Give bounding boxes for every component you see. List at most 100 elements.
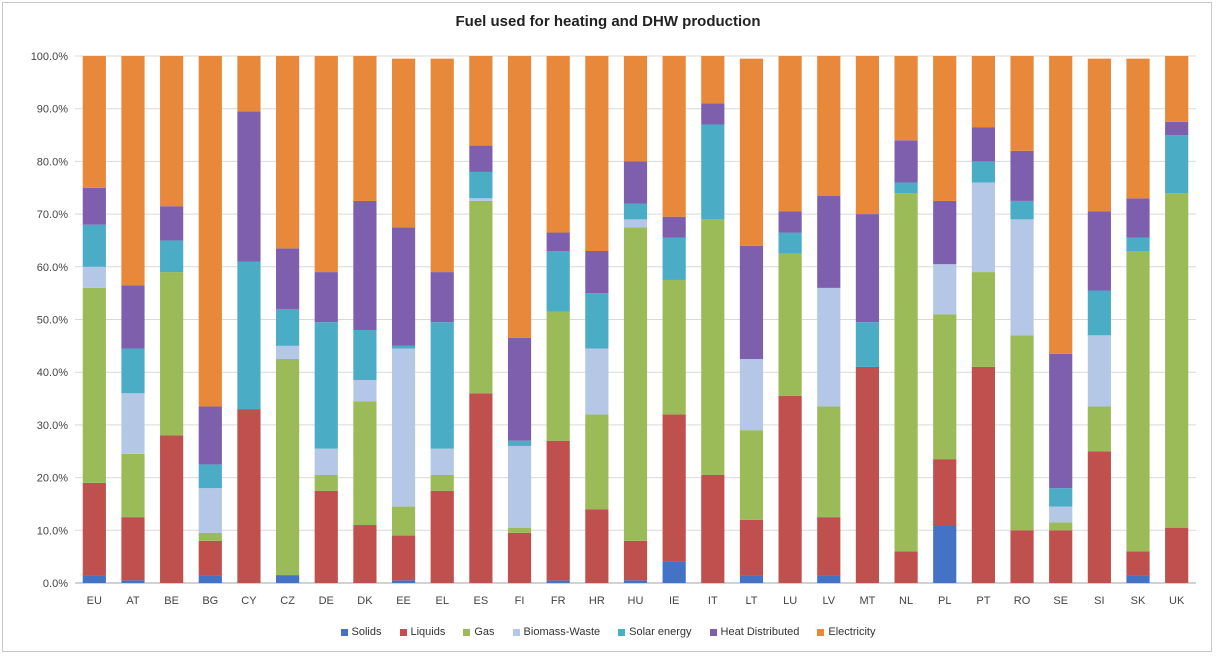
legend-swatch: [399, 628, 407, 636]
legend-item: Electricity: [817, 626, 875, 638]
chart-title: Fuel used for heating and DHW production: [455, 13, 761, 30]
legend-swatch: [618, 628, 626, 636]
bar-segment: [121, 517, 145, 581]
bar-segment: [1087, 406, 1111, 452]
bar-segment: [353, 380, 377, 402]
x-tick-label: BG: [202, 595, 218, 607]
x-tick-label: ES: [474, 595, 489, 607]
bar-segment: [817, 287, 841, 407]
bar-segment: [1165, 193, 1189, 528]
bar-segment: [778, 211, 802, 233]
bar-segment: [585, 250, 609, 294]
bar-segment: [739, 575, 764, 583]
bar-segment: [198, 540, 222, 576]
bar-segment: [701, 56, 725, 104]
bar-segment: [82, 56, 106, 188]
bar-segment: [817, 195, 841, 288]
bar-segment: [971, 161, 995, 183]
x-tick-label: HR: [589, 595, 605, 607]
bar-segment: [198, 488, 222, 533]
bar-segment: [391, 348, 416, 507]
y-tick-label: 50.0%: [37, 315, 68, 327]
bar-segment: [817, 406, 841, 518]
bar-segment: [160, 240, 184, 273]
bar-segment: [894, 140, 918, 183]
bar-segment: [82, 287, 106, 483]
x-tick-label: FI: [515, 595, 525, 607]
bar-segment: [314, 272, 338, 323]
bar-segment: [739, 359, 764, 431]
bar-segment: [546, 440, 570, 581]
bar-segment: [430, 448, 454, 475]
bar-segment: [469, 56, 493, 146]
bar-segment: [778, 232, 802, 254]
bar-segment: [817, 517, 841, 576]
bar-segment: [546, 311, 570, 441]
bar-segment: [546, 580, 570, 583]
bar-segment: [933, 459, 957, 526]
bar-segment: [546, 250, 570, 312]
x-tick-label: LT: [745, 595, 757, 607]
bar-segment: [855, 322, 880, 367]
bar-segment: [817, 56, 841, 196]
bar-segment: [739, 58, 764, 246]
bar-segment: [469, 171, 493, 199]
chart-legend: Solids Liquids Gas Biomass-Waste Solar energ…: [0, 626, 1216, 638]
legend-swatch: [463, 628, 471, 636]
bar-segment: [353, 525, 377, 583]
bar-segment: [198, 532, 222, 541]
bar-segment: [391, 580, 416, 583]
y-tick-label: 20.0%: [37, 473, 68, 485]
bar-segment: [314, 322, 338, 449]
bar-segment: [391, 58, 416, 228]
x-tick-label: SI: [1094, 595, 1104, 607]
bar-segment: [1165, 121, 1189, 136]
bar-segment: [1049, 56, 1073, 354]
bar-segment: [739, 430, 764, 520]
bar-segment: [1126, 198, 1150, 238]
x-tick-label: DK: [357, 595, 373, 607]
bar-segment: [469, 200, 493, 394]
bar-segment: [971, 56, 995, 128]
y-tick-label: 60.0%: [37, 262, 68, 274]
bar-segment: [546, 232, 570, 251]
x-tick-label: FR: [551, 595, 566, 607]
bar-segment: [585, 414, 609, 510]
legend-swatch: [340, 628, 348, 636]
bar-segment: [121, 56, 145, 286]
bar-segment: [469, 393, 493, 583]
bar-segment: [894, 551, 918, 583]
x-tick-label: RO: [1014, 595, 1031, 607]
y-tick-label: 90.0%: [37, 104, 68, 116]
bar-segment: [1126, 58, 1150, 199]
bar-segment: [121, 580, 145, 583]
bar-segment: [391, 535, 416, 581]
bar-segment: [933, 56, 957, 201]
bar-segment: [469, 198, 493, 201]
bar-segment: [237, 111, 261, 262]
bar-segment: [391, 345, 416, 349]
x-tick-label: UK: [1169, 595, 1185, 607]
bar-segment: [855, 366, 880, 583]
bar-segment: [623, 540, 648, 581]
bar-segment: [430, 322, 454, 449]
bar-segment: [1010, 335, 1034, 531]
bar-segment: [933, 525, 957, 583]
bar-segment: [121, 348, 145, 394]
bar-segment: [971, 127, 995, 162]
bar-segment: [623, 580, 648, 583]
bar-segment: [778, 56, 802, 212]
y-tick-label: 30.0%: [37, 420, 68, 432]
bar-segment: [507, 56, 532, 338]
bar-segment: [585, 348, 609, 415]
bar-segment: [1087, 290, 1111, 336]
bar-segment: [314, 474, 338, 491]
bar-segment: [1087, 451, 1111, 583]
bar-segment: [662, 216, 686, 238]
bar-segment: [585, 509, 609, 583]
bar-segment: [971, 182, 995, 273]
bar-segment: [430, 474, 454, 491]
y-tick-label: 40.0%: [37, 367, 68, 379]
bar-segment: [894, 193, 918, 552]
bar-segment: [391, 227, 416, 346]
